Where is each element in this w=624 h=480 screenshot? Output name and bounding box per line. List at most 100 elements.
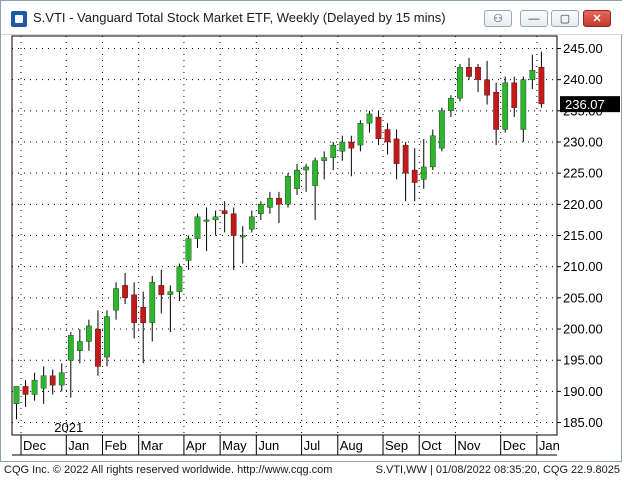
y-tick-label: 210.00 — [563, 259, 603, 274]
candle-up — [457, 67, 463, 99]
x-tick-label: Sep — [385, 438, 408, 453]
candle-up — [357, 123, 364, 146]
y-tick-label: 220.00 — [563, 197, 603, 212]
candle-up — [429, 135, 436, 168]
candle-down — [393, 138, 400, 164]
candle-up — [176, 266, 183, 292]
candle-up — [366, 113, 373, 124]
title-bar: S.VTI - Vanguard Total Stock Market ETF,… — [1, 1, 623, 35]
candle-down — [493, 91, 500, 130]
candle-up — [67, 335, 74, 361]
x-tick-label: Dec — [23, 438, 47, 453]
candle-up — [321, 157, 328, 161]
candle-down — [348, 141, 355, 149]
y-tick-label: 215.00 — [563, 228, 603, 243]
candle-down — [131, 294, 137, 323]
candle-up — [520, 79, 527, 130]
y-tick-label: 195.00 — [563, 353, 603, 368]
close-button[interactable]: ✕ — [583, 10, 611, 27]
candle-up — [257, 204, 264, 214]
candle-up — [248, 216, 255, 230]
candle-up — [303, 166, 309, 171]
candle-down — [475, 67, 481, 80]
candle-up — [339, 141, 346, 152]
window-title: S.VTI - Vanguard Total Stock Market ETF,… — [33, 10, 446, 25]
cqg-app-icon — [11, 11, 27, 27]
y-tick-label: 230.00 — [563, 134, 603, 149]
candle-up — [167, 291, 174, 295]
candle-up — [502, 82, 509, 130]
chart-window: S.VTI - Vanguard Total Stock Market ETF,… — [0, 0, 623, 465]
candle-down — [49, 375, 56, 386]
y-tick-label: 205.00 — [563, 290, 603, 305]
x-tick-label: Dec — [503, 438, 527, 453]
candle-down — [466, 67, 472, 77]
x-tick-label: Jul — [304, 438, 321, 453]
candle-down — [375, 116, 382, 140]
candle-up — [438, 110, 445, 149]
x-tick-label: Oct — [421, 438, 442, 453]
candle-down — [95, 328, 101, 367]
candle-down — [221, 210, 228, 214]
y-tick-label: 245.00 — [563, 41, 603, 56]
candle-up — [212, 216, 219, 221]
copyright-footer: CQG Inc. © 2022 All rights reserved worl… — [4, 464, 333, 476]
y-tick-label: 190.00 — [563, 384, 603, 399]
y-tick-label: 225.00 — [563, 166, 603, 181]
x-tick-label: May — [222, 438, 247, 453]
candle-down — [230, 213, 237, 236]
y-tick-label: 200.00 — [563, 322, 603, 337]
x-tick-label: Feb — [104, 438, 126, 453]
candle-up — [267, 197, 273, 208]
candle-up — [13, 386, 20, 404]
year-label: 2021 — [54, 420, 83, 435]
candle-down — [122, 285, 128, 298]
candle-down — [384, 129, 391, 143]
minimize-icon: — — [528, 12, 540, 25]
x-tick-label: Jun — [258, 438, 279, 453]
candle-up — [104, 316, 110, 358]
x-tick-label: Apr — [186, 438, 207, 453]
candle-down — [411, 169, 418, 183]
minimize-button[interactable]: — — [520, 10, 548, 27]
x-tick-label: Jan — [539, 438, 560, 453]
candle-up — [312, 160, 319, 186]
candle-up — [113, 288, 119, 311]
candle-up — [294, 169, 300, 189]
candle-up — [40, 375, 47, 389]
x-tick-label: Nov — [457, 438, 481, 453]
candle-down — [484, 79, 490, 96]
y-tick-label: 240.00 — [563, 72, 603, 87]
candle-down — [538, 67, 545, 105]
candle-up — [529, 70, 536, 80]
candle-down — [402, 144, 409, 174]
candle-down — [22, 386, 29, 395]
candle-up — [58, 372, 65, 386]
x-tick-label: Jan — [68, 438, 89, 453]
candle-up — [330, 144, 337, 158]
candle-up — [86, 325, 92, 342]
maximize-button[interactable]: ▢ — [551, 10, 579, 27]
x-tick-label: Mar — [141, 438, 164, 453]
candle-up — [194, 216, 201, 239]
x-tick-label: Aug — [340, 438, 363, 453]
candle-up — [203, 219, 210, 222]
candle-up — [239, 235, 246, 238]
candle-down — [511, 82, 518, 108]
link-icon: ⚇ — [493, 13, 503, 25]
chart-info-footer: S.VTI,WW | 01/08/2022 08:35:20, CQG 22.9… — [375, 464, 620, 476]
candle-up — [285, 176, 291, 205]
close-icon: ✕ — [592, 13, 602, 25]
candle-down — [158, 285, 165, 295]
price-chart[interactable]: 185.00 190.00 195.00 200.00 205.00 210.00 215.… — [1, 35, 623, 465]
candle-up — [77, 341, 83, 351]
candle-up — [185, 238, 192, 261]
y-tick-label: 185.00 — [563, 415, 603, 430]
candle-up — [448, 98, 454, 111]
maximize-icon: ▢ — [559, 13, 571, 25]
candle-up — [420, 166, 427, 180]
candle-down — [140, 307, 147, 323]
candle-up — [31, 379, 38, 395]
link-button[interactable]: ⚇ — [484, 10, 512, 27]
last-price-label: 236.07 — [565, 97, 605, 112]
